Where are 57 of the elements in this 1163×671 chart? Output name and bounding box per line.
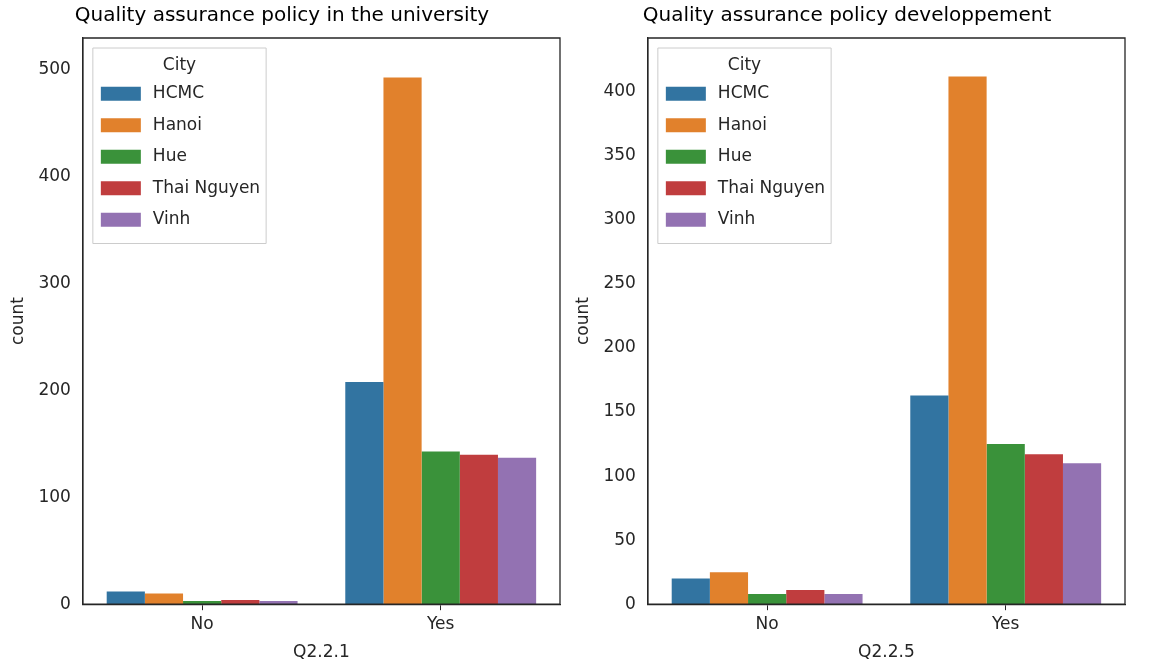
legend-label: Hue	[152, 145, 187, 166]
y-axis-title: count	[6, 296, 27, 346]
legend-label: Hue	[717, 145, 752, 166]
chart-title: Quality assurance policy in the university	[74, 2, 490, 27]
y-tick-label: 400	[38, 165, 71, 186]
legend-label: Vinh	[717, 208, 756, 229]
legend-label: Hanoi	[152, 113, 202, 134]
bar	[421, 451, 460, 605]
x-tick-label: No	[190, 612, 214, 633]
legend-label: Hanoi	[717, 113, 767, 134]
bar	[910, 395, 949, 605]
bar	[986, 444, 1025, 605]
y-tick-label: 500	[38, 58, 71, 79]
y-tick-label: 300	[38, 272, 71, 293]
bar	[259, 601, 298, 605]
y-tick-label: 300	[603, 208, 636, 229]
y-tick-label: 50	[614, 528, 636, 549]
y-tick-label: 0	[60, 592, 71, 613]
bar	[709, 572, 749, 605]
legend-title: City	[727, 54, 762, 75]
legend-label: Thai Nguyen	[716, 176, 826, 197]
y-tick-label: 200	[603, 336, 636, 357]
y-tick-label: 400	[603, 80, 636, 101]
y-tick-label: 0	[625, 592, 636, 613]
x-axis-title: Q2.2.5	[858, 641, 915, 662]
bar	[459, 454, 498, 605]
bar	[183, 601, 222, 605]
bar	[1024, 454, 1063, 605]
bar	[221, 599, 260, 605]
chart-title: Quality assurance policy developpement	[642, 2, 1052, 27]
bar	[144, 593, 184, 605]
x-tick-label: Yes	[425, 612, 455, 633]
y-tick-label: 100	[38, 485, 71, 506]
bar	[383, 77, 422, 605]
y-tick-label: 350	[603, 144, 636, 165]
bar	[948, 76, 987, 605]
x-axis-title: Q2.2.1	[293, 641, 350, 662]
bar	[106, 591, 145, 605]
y-tick-label: 100	[603, 464, 636, 485]
legend-label: Vinh	[152, 208, 191, 229]
bar	[345, 381, 384, 605]
y-axis-title: count	[571, 296, 592, 346]
x-tick-label: Yes	[990, 612, 1020, 633]
y-tick-label: 250	[603, 272, 636, 293]
x-tick-label: No	[755, 612, 779, 633]
legend-label: Thai Nguyen	[151, 176, 261, 197]
bar	[786, 590, 825, 605]
legend-label: HCMC	[717, 82, 770, 103]
bar	[671, 578, 710, 605]
bar	[497, 457, 537, 605]
bar	[1062, 463, 1102, 605]
legend-title: City	[162, 54, 197, 75]
y-tick-label: 200	[38, 378, 71, 399]
bar	[748, 593, 787, 605]
y-tick-label: 150	[603, 400, 636, 421]
bar	[824, 593, 863, 605]
legend-label: HCMC	[152, 82, 205, 103]
